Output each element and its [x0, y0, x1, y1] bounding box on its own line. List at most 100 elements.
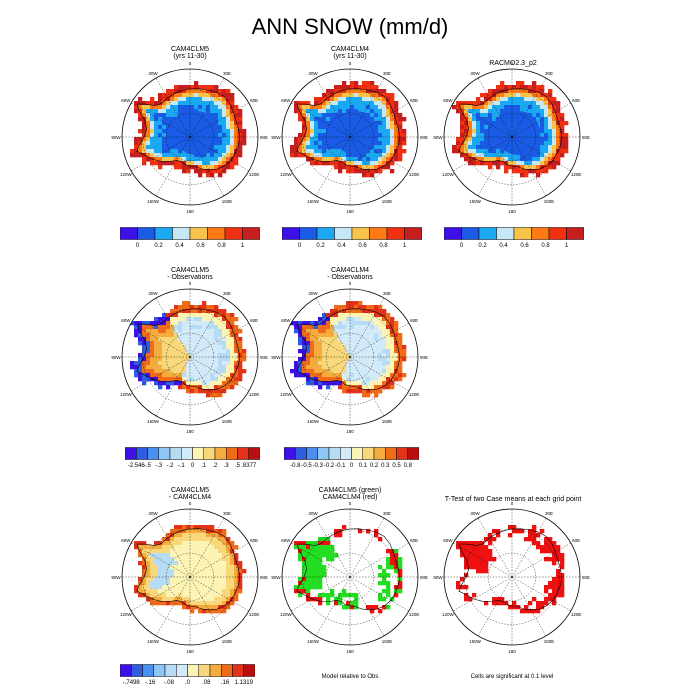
- grid-cell: [386, 557, 391, 562]
- grid-cell: [146, 357, 151, 362]
- grid-cell: [166, 385, 171, 390]
- grid-cell: [182, 325, 187, 330]
- grid-cell: [202, 381, 207, 386]
- grid-cell: [390, 345, 395, 350]
- grid-cell: [202, 373, 207, 378]
- grid-cell: [342, 105, 347, 110]
- grid-cell: [146, 337, 151, 342]
- grid-cell: [358, 169, 363, 174]
- grid-cell: [210, 565, 215, 570]
- grid-cell: [178, 597, 183, 602]
- grid-cell: [544, 165, 549, 170]
- grid-cell: [464, 597, 469, 602]
- grid-cell: [222, 369, 227, 374]
- grid-cell: [222, 601, 227, 606]
- grid-cell: [166, 585, 171, 590]
- grid-cell: [508, 109, 513, 114]
- grid-cell: [350, 333, 355, 338]
- grid-cell: [556, 129, 561, 134]
- grid-cell: [150, 125, 155, 130]
- grid-cell: [142, 369, 147, 374]
- grid-cell: [540, 545, 545, 550]
- grid-cell: [322, 369, 327, 374]
- grid-cell: [218, 589, 223, 594]
- grid-cell: [170, 113, 175, 118]
- longitude-label: 120E: [249, 392, 260, 397]
- grid-cell: [234, 349, 239, 354]
- grid-cell: [190, 305, 195, 310]
- grid-cell: [174, 121, 179, 126]
- grid-cell: [378, 145, 383, 150]
- grid-cell: [150, 369, 155, 374]
- grid-cell: [182, 357, 187, 362]
- grid-cell: [206, 557, 211, 562]
- grid-cell: [150, 569, 155, 574]
- grid-cell: [190, 601, 195, 606]
- grid-cell: [334, 365, 339, 370]
- grid-cell: [174, 601, 179, 606]
- grid-cell: [242, 141, 247, 146]
- grid-cell: [182, 525, 187, 530]
- grid-cell: [370, 373, 375, 378]
- grid-cell: [338, 153, 343, 158]
- grid-cell: [378, 537, 383, 542]
- colorbar-tick-label: -.16: [144, 680, 156, 686]
- grid-cell: [370, 313, 375, 318]
- grid-cell: [142, 589, 147, 594]
- grid-cell: [544, 109, 549, 114]
- grid-cell: [472, 133, 477, 138]
- grid-cell: [310, 153, 315, 158]
- grid-cell: [206, 169, 211, 174]
- grid-cell: [386, 365, 391, 370]
- grid-cell: [166, 581, 171, 586]
- grid-cell: [552, 97, 557, 102]
- grid-cell: [552, 101, 557, 106]
- grid-cell: [338, 161, 343, 166]
- grid-cell: [230, 557, 235, 562]
- grid-cell: [298, 557, 303, 562]
- grid-cell: [158, 153, 163, 158]
- grid-cell: [350, 389, 355, 394]
- grid-cell: [174, 565, 179, 570]
- grid-cell: [354, 81, 359, 86]
- grid-cell: [544, 145, 549, 150]
- grid-cell: [302, 333, 307, 338]
- grid-cell: [468, 541, 473, 546]
- grid-cell: [326, 329, 331, 334]
- grid-cell: [492, 129, 497, 134]
- grid-cell: [394, 373, 399, 378]
- grid-cell: [142, 561, 147, 566]
- grid-cell: [186, 93, 191, 98]
- grid-cell: [154, 333, 159, 338]
- grid-cell: [178, 377, 183, 382]
- grid-cell: [504, 101, 509, 106]
- grid-cell: [402, 345, 407, 350]
- grid-cell: [162, 553, 167, 558]
- longitude-label: 60E: [572, 98, 580, 103]
- grid-cell: [158, 97, 163, 102]
- grid-cell: [210, 329, 215, 334]
- grid-cell: [306, 377, 311, 382]
- grid-cell: [358, 321, 363, 326]
- colorbar-tick-label: 0: [459, 243, 464, 249]
- grid-cell: [322, 113, 327, 118]
- grid-cell: [146, 141, 151, 146]
- grid-cell: [302, 101, 307, 106]
- grid-cell: [234, 113, 239, 118]
- longitude-label: 180: [186, 209, 194, 214]
- longitude-label: 180: [346, 649, 354, 654]
- longitude-label: 180: [508, 649, 516, 654]
- grid-cell: [342, 321, 347, 326]
- grid-cell: [394, 129, 399, 134]
- grid-cell: [162, 565, 167, 570]
- grid-cell: [382, 93, 387, 98]
- grid-cell: [174, 145, 179, 150]
- grid-cell: [390, 93, 395, 98]
- grid-cell: [322, 377, 327, 382]
- longitude-label: 180: [186, 649, 194, 654]
- grid-cell: [386, 549, 391, 554]
- colorbar-swatch: [531, 227, 550, 240]
- grid-cell: [548, 89, 553, 94]
- colorbar-tick-label: -2.546: [127, 463, 145, 469]
- grid-cell: [310, 381, 315, 386]
